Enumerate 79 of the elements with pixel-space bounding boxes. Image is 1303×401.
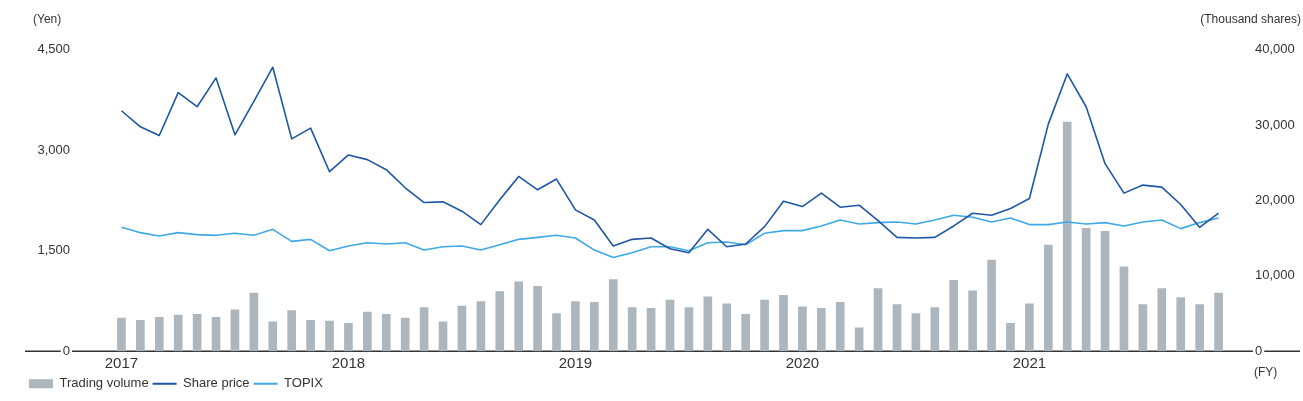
bar <box>911 313 921 352</box>
bar <box>1043 244 1053 352</box>
bar <box>760 299 769 352</box>
bar <box>949 280 959 352</box>
y-tick-label: 0 <box>62 342 70 358</box>
bar <box>1157 288 1167 352</box>
y2-tick-label: 20,000 <box>1255 192 1295 208</box>
y-tick-label: 4,500 <box>37 41 70 57</box>
bar <box>665 299 675 352</box>
bar <box>892 304 902 352</box>
bar <box>987 259 996 352</box>
bar <box>968 290 977 352</box>
bar <box>230 309 240 352</box>
bar <box>400 317 410 352</box>
bar <box>703 296 713 352</box>
bar <box>779 295 788 352</box>
y-axis-title: (Yen) <box>33 12 62 27</box>
legend-label: Share price <box>183 375 250 391</box>
x-tick-label: 2018 <box>331 354 366 372</box>
bar <box>722 303 732 352</box>
bar <box>816 307 826 352</box>
bar <box>741 313 750 352</box>
y2-tick-label: 10,000 <box>1255 267 1295 283</box>
bar <box>1138 304 1148 352</box>
bar <box>344 322 353 352</box>
bar <box>438 321 448 352</box>
bar <box>268 321 278 352</box>
bar <box>173 314 183 352</box>
bar <box>1062 121 1072 352</box>
x-tick-label: 2017 <box>104 354 139 372</box>
bar <box>854 327 864 352</box>
bar <box>249 292 259 352</box>
legend-label: Trading volume <box>59 375 149 391</box>
x-axis-title: (FY) <box>1254 365 1278 380</box>
bar <box>646 307 656 352</box>
bar <box>590 301 599 352</box>
bar <box>363 311 372 352</box>
y2-axis-title: (Thousand shares) <box>1200 12 1301 27</box>
bar <box>381 313 391 352</box>
bar <box>476 301 486 352</box>
bar <box>684 307 694 352</box>
x-tick-label: 2019 <box>558 354 593 372</box>
y-tick-label: 3,000 <box>37 141 70 157</box>
bar <box>1025 303 1034 352</box>
bar <box>287 310 297 352</box>
bar <box>306 319 315 352</box>
x-tick-label: 2021 <box>1012 354 1047 372</box>
bar <box>514 281 524 352</box>
bar <box>1081 228 1091 352</box>
y2-tick-label: 0 <box>1255 342 1263 358</box>
bar <box>571 301 580 352</box>
bar <box>1119 266 1129 352</box>
bar <box>873 288 883 352</box>
bar <box>1176 297 1186 352</box>
bar <box>117 317 126 352</box>
legend-label: TOPIX <box>284 375 324 391</box>
bar <box>552 313 561 352</box>
bar <box>325 320 334 352</box>
bar <box>495 291 505 352</box>
bar <box>136 319 145 352</box>
bar <box>457 305 467 352</box>
bar <box>1100 231 1110 352</box>
bar <box>627 307 637 352</box>
bar <box>533 286 542 352</box>
bar <box>608 279 618 352</box>
bar <box>1195 304 1204 352</box>
y-tick-label: 1,500 <box>37 242 70 258</box>
bar <box>1214 292 1223 352</box>
bar <box>930 307 940 352</box>
bar <box>1006 322 1015 352</box>
bar <box>211 316 221 352</box>
bar <box>798 306 807 352</box>
bar <box>835 301 845 352</box>
bar <box>154 316 164 352</box>
y2-tick-label: 30,000 <box>1255 116 1295 132</box>
bar <box>192 313 202 352</box>
x-tick-label: 2020 <box>785 354 820 372</box>
y2-tick-label: 40,000 <box>1255 41 1295 57</box>
bar <box>419 307 429 352</box>
